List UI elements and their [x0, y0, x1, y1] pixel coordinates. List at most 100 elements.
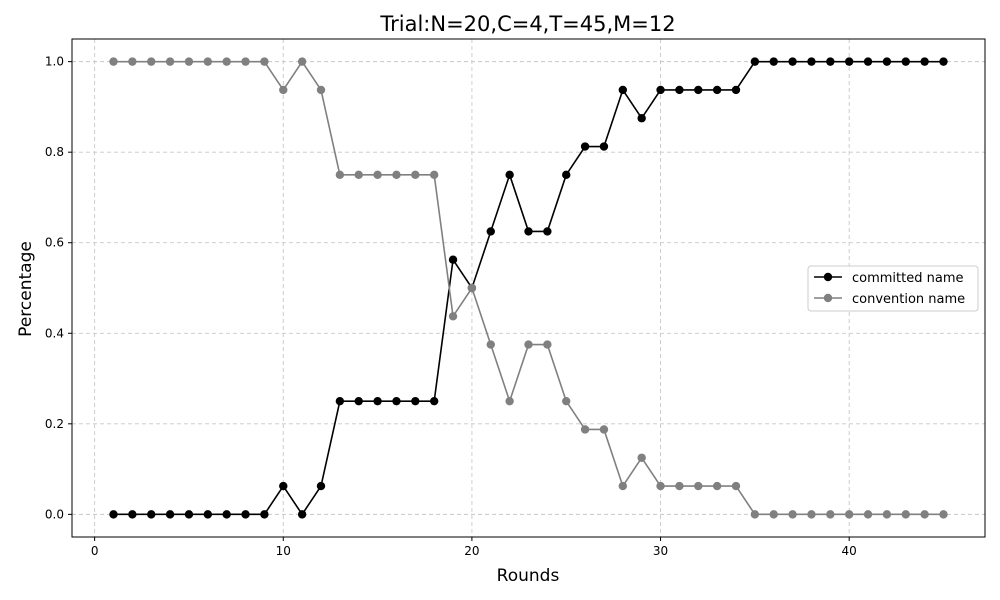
data-point — [335, 170, 345, 180]
data-point — [505, 170, 514, 180]
data-point — [826, 57, 835, 66]
data-point — [260, 57, 269, 66]
data-point — [788, 510, 797, 519]
data-point — [882, 57, 892, 66]
data-point — [731, 481, 741, 491]
data-point — [392, 396, 401, 406]
data-point — [429, 396, 439, 406]
data-point — [731, 85, 741, 95]
data-point — [580, 142, 590, 151]
data-point — [297, 57, 307, 66]
data-point — [788, 57, 797, 66]
data-point — [486, 340, 495, 349]
data-point — [147, 510, 156, 519]
data-point — [844, 57, 854, 66]
data-point — [165, 57, 175, 66]
data-point — [675, 481, 684, 491]
legend-label: convention name — [852, 292, 965, 307]
data-point — [807, 510, 816, 519]
data-point — [750, 510, 760, 519]
data-point — [109, 57, 118, 66]
legend-label: committed name — [852, 271, 963, 286]
y-tick-label: 0.2 — [45, 417, 64, 431]
data-point — [373, 396, 382, 406]
data-point — [354, 396, 363, 406]
data-point — [618, 85, 628, 95]
data-point — [279, 481, 288, 491]
data-point — [769, 57, 778, 66]
data-point — [184, 510, 194, 519]
data-point — [562, 396, 571, 406]
legend-marker — [823, 272, 833, 282]
grid — [72, 39, 985, 537]
x-tick-label: 40 — [842, 544, 857, 558]
data-point — [675, 85, 684, 95]
plot-frame — [71, 38, 986, 538]
legend-marker — [823, 293, 833, 303]
y-axis-label: Percentage — [16, 241, 36, 337]
x-tick-label: 0 — [91, 544, 99, 558]
data-point — [109, 510, 118, 519]
data-point — [901, 57, 910, 66]
data-point — [411, 170, 420, 180]
data-point — [656, 481, 665, 491]
data-point — [882, 510, 892, 519]
y-tick-label: 0.0 — [45, 507, 64, 521]
y-tick-label: 0.8 — [45, 145, 64, 159]
data-point — [335, 396, 345, 406]
data-point — [562, 170, 571, 180]
data-point — [448, 255, 458, 264]
data-point — [920, 510, 929, 519]
legend: committed name convention name — [807, 265, 979, 312]
data-point — [580, 425, 590, 434]
data-point — [863, 510, 873, 519]
data-point — [279, 85, 288, 95]
data-point — [826, 510, 835, 519]
series-layer — [109, 57, 948, 519]
y-tick-label: 1.0 — [45, 55, 64, 69]
data-point — [750, 57, 760, 66]
data-point — [656, 85, 665, 95]
x-tick-label: 10 — [276, 544, 291, 558]
data-point — [505, 396, 514, 406]
data-point — [694, 481, 703, 491]
data-point — [128, 510, 137, 519]
data-point — [807, 57, 816, 66]
data-point — [618, 481, 628, 491]
data-point — [147, 57, 156, 66]
data-point — [637, 114, 646, 123]
data-point — [543, 227, 552, 236]
data-point — [844, 510, 854, 519]
data-point — [543, 340, 552, 349]
data-point — [486, 227, 495, 236]
data-point — [354, 170, 363, 180]
x-axis-label: Rounds — [497, 566, 560, 586]
data-point — [222, 57, 231, 66]
data-point — [769, 510, 778, 519]
data-point — [297, 510, 307, 519]
data-point — [599, 425, 609, 434]
data-point — [260, 510, 269, 519]
data-point — [920, 57, 929, 66]
x-tick-label: 20 — [464, 544, 479, 558]
data-point — [939, 57, 948, 66]
data-point — [901, 510, 910, 519]
data-point — [524, 340, 533, 349]
x-tick-label: 30 — [653, 544, 668, 558]
data-point — [712, 85, 722, 95]
chart-title: Trial:N=20,C=4,T=45,M=12 — [379, 12, 675, 36]
data-point — [316, 85, 326, 95]
data-point — [222, 510, 231, 519]
data-point — [939, 510, 948, 519]
data-point — [241, 510, 250, 519]
data-point — [712, 481, 722, 491]
data-point — [524, 227, 533, 236]
data-point — [411, 396, 420, 406]
data-point — [203, 57, 213, 66]
data-point — [203, 510, 213, 519]
legend-box — [807, 265, 979, 312]
axes: 0 10 20 30 40 0.0 0.2 0.4 0.6 0.8 1.0 — [45, 38, 986, 558]
data-point — [373, 170, 382, 180]
